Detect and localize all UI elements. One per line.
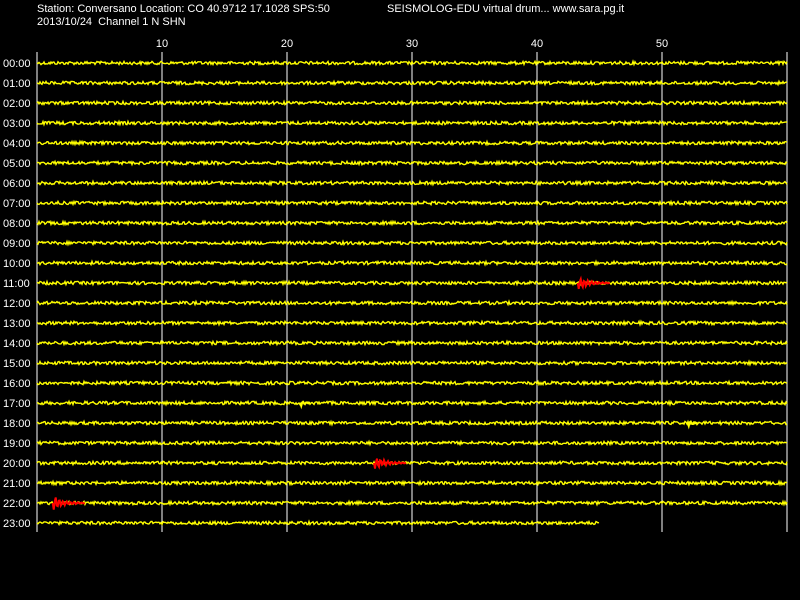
hour-label: 22:00 — [3, 498, 31, 510]
event-mark-1800 — [686, 420, 699, 430]
hour-label: 00:00 — [3, 58, 31, 70]
hour-label: 10:00 — [3, 258, 31, 270]
trace-line-0300 — [36, 119, 788, 127]
trace-line-0100 — [36, 79, 788, 87]
event-mark-2200 — [51, 497, 86, 510]
hour-label: 11:00 — [3, 278, 30, 290]
hour-label: 23:00 — [3, 518, 31, 530]
hour-label: 15:00 — [3, 358, 31, 370]
hour-label: 21:00 — [3, 478, 31, 490]
trace-line-2200 — [36, 499, 788, 507]
trace-line-1000 — [36, 259, 788, 267]
trace-line-2000 — [36, 459, 788, 467]
hour-label: 04:00 — [3, 138, 31, 150]
hour-label: 12:00 — [3, 298, 31, 310]
trace-line-2300 — [36, 519, 600, 527]
trace-line-1700 — [36, 399, 788, 407]
hour-label: 20:00 — [3, 458, 31, 470]
trace-line-1500 — [36, 359, 788, 367]
event-mark-2000 — [373, 457, 407, 470]
trace-line-0500 — [36, 159, 788, 167]
trace-line-1200 — [36, 299, 788, 307]
hour-label: 07:00 — [3, 198, 31, 210]
trace-line-1300 — [37, 319, 788, 327]
hour-label: 18:00 — [3, 418, 31, 430]
trace-line-2100 — [36, 479, 788, 487]
x-tick-label: 30 — [406, 38, 418, 50]
hour-label: 05:00 — [3, 158, 31, 170]
hour-label: 03:00 — [3, 118, 31, 130]
trace-line-0900 — [36, 239, 788, 247]
hour-label: 01:00 — [3, 78, 31, 90]
station-info: Station: Conversano Location: CO 40.9712… — [37, 3, 330, 15]
hour-label: 02:00 — [3, 98, 31, 110]
hour-label: 14:00 — [3, 338, 31, 350]
trace-line-0000 — [36, 59, 788, 67]
trace-line-1600 — [36, 379, 788, 387]
hour-label: 17:00 — [3, 398, 31, 410]
trace-line-0700 — [36, 199, 788, 207]
x-tick-label: 40 — [531, 38, 543, 50]
date-channel: 2013/10/24 Channel 1 N SHN — [37, 16, 186, 28]
trace-line-1400 — [36, 339, 788, 347]
trace-line-0200 — [36, 99, 788, 107]
event-mark-1100 — [576, 275, 611, 291]
x-tick-label: 50 — [656, 38, 668, 50]
hour-label: 09:00 — [3, 238, 31, 250]
hour-label: 19:00 — [3, 438, 31, 450]
trace-line-0400 — [36, 139, 788, 147]
hour-label: 13:00 — [3, 318, 31, 330]
hour-label: 16:00 — [3, 378, 31, 390]
minute-ticks: 10 20 30 40 50 — [156, 38, 668, 50]
x-tick-label: 20 — [281, 38, 293, 50]
trace-line-0800 — [36, 219, 788, 227]
trace-line-1100 — [36, 279, 788, 287]
app-brand: SEISMOLOG-EDU virtual drum... www.sara.p… — [387, 3, 625, 15]
grid-lines — [36, 52, 788, 532]
x-tick-label: 10 — [156, 38, 168, 50]
trace-line-1800 — [36, 419, 787, 427]
event-mark-1700 — [299, 400, 311, 410]
hour-label: 08:00 — [3, 218, 31, 230]
event-marks — [51, 275, 699, 510]
hour-label: 06:00 — [3, 178, 31, 190]
trace-lines — [36, 59, 788, 527]
hour-labels: 00:00 01:00 02:00 03:00 04:00 05:00 06:00 07:00… — [3, 58, 31, 530]
trace-line-1900 — [36, 439, 788, 447]
trace-line-0600 — [36, 179, 788, 187]
